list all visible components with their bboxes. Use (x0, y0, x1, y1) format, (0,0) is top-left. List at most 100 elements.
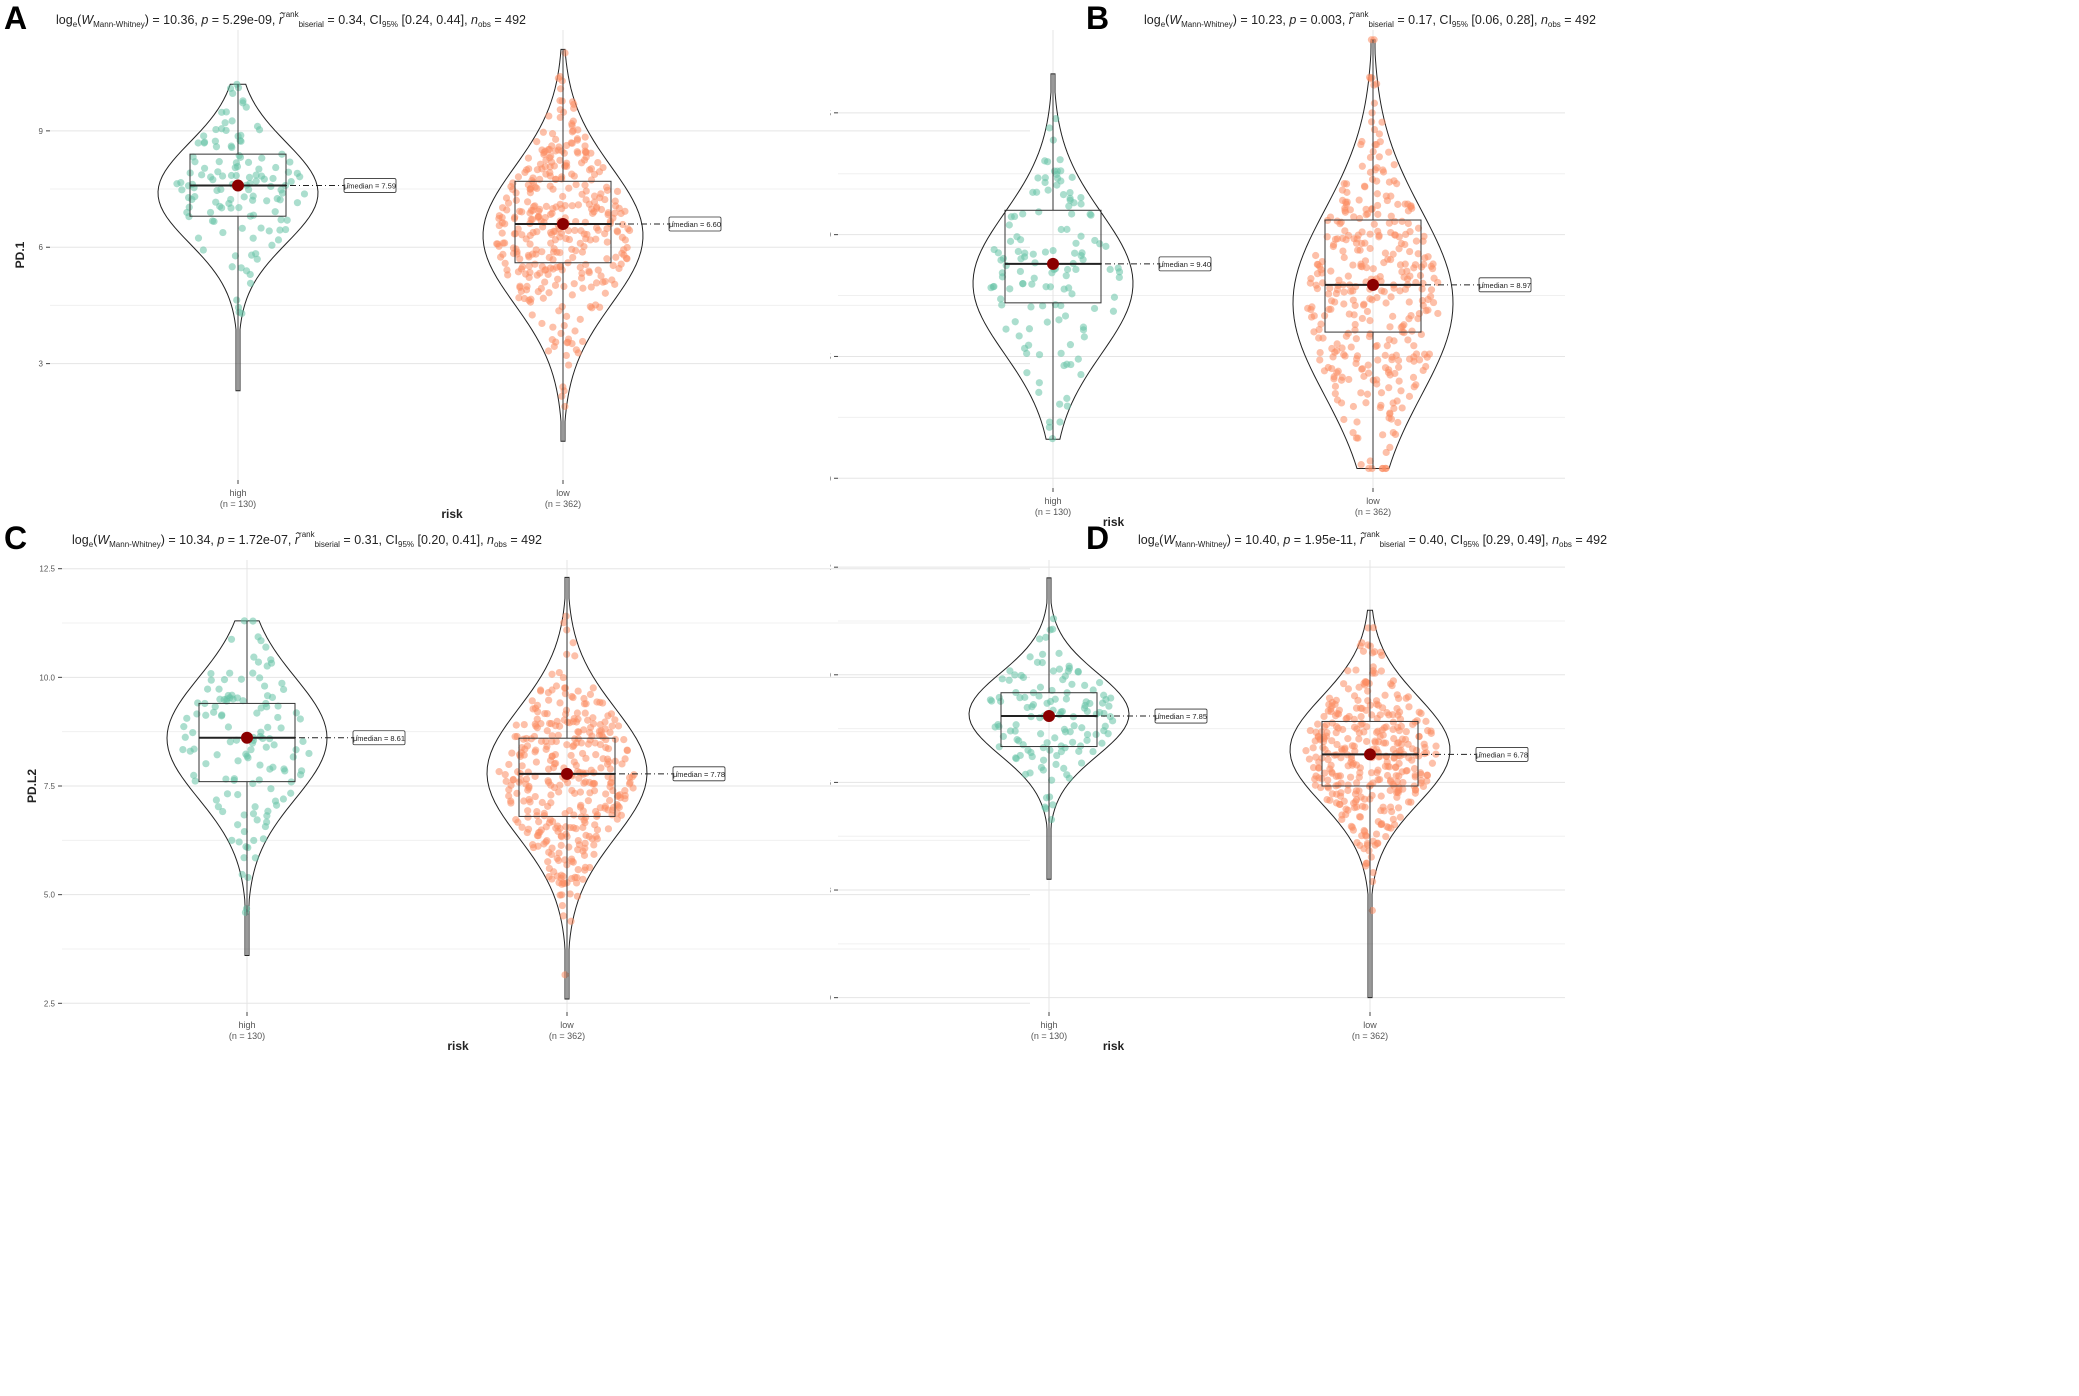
data-point (1061, 312, 1070, 320)
data-point (231, 164, 239, 172)
x-axis: high(n = 130) low(n = 362) (1031, 1012, 1388, 1041)
data-point (1358, 162, 1366, 170)
data-point (1377, 806, 1385, 815)
data-point (240, 193, 248, 201)
data-point (601, 289, 609, 297)
data-point (557, 841, 565, 849)
data-point (1344, 786, 1352, 795)
data-point (611, 716, 619, 724)
data-point (1010, 212, 1019, 221)
data-point (542, 156, 550, 164)
data-point (230, 776, 238, 784)
data-point (525, 273, 533, 282)
data-point (537, 686, 545, 694)
data-point (541, 709, 549, 718)
data-point (546, 172, 554, 180)
violin-chart: 5.07.510.012.5PD.L1high(n = 130)low(n = … (830, 30, 1565, 529)
data-point (1109, 307, 1118, 315)
data-point (524, 154, 533, 162)
data-point (1407, 311, 1415, 320)
data-point (549, 323, 557, 331)
data-point (593, 224, 601, 232)
data-point (191, 777, 199, 785)
data-point (542, 202, 550, 211)
data-point (569, 253, 577, 262)
data-point (1057, 301, 1065, 310)
data-point (1319, 334, 1327, 342)
data-point (586, 789, 594, 797)
data-point (495, 768, 503, 776)
data-point (579, 847, 587, 855)
data-point (554, 275, 562, 283)
x-tick-label: low (556, 488, 570, 498)
data-point (556, 85, 565, 93)
data-point (592, 279, 601, 287)
median-label-box (1158, 256, 1212, 272)
data-point (536, 175, 544, 183)
data-point (1075, 747, 1083, 755)
data-point (533, 166, 542, 174)
x-tick-n-label: (n = 130) (220, 499, 256, 509)
data-point (219, 807, 227, 816)
data-point (296, 715, 304, 723)
median-label: μ̂median = 6.60 (668, 216, 722, 232)
data-point (538, 798, 546, 807)
data-point (239, 697, 247, 705)
data-point (608, 806, 617, 814)
data-point (1062, 272, 1070, 280)
data-point (1375, 231, 1383, 239)
data-point (601, 277, 609, 286)
data-point (1358, 802, 1367, 810)
data-point (1063, 360, 1071, 368)
data-point (537, 217, 545, 225)
data-point (203, 685, 212, 693)
confidence-interval: [0.20, 0.41] (417, 533, 481, 547)
data-point (1021, 693, 1029, 701)
data-point (1083, 730, 1092, 739)
data-point (621, 236, 629, 244)
data-point (545, 289, 553, 297)
data-point (212, 796, 220, 804)
data-point (534, 842, 542, 850)
median-label-text: μ̂median = 6.60 (669, 220, 721, 229)
data-point (559, 912, 568, 920)
data-point (601, 725, 609, 733)
x-axis: high(n = 130) low(n = 362) (220, 480, 581, 509)
data-point (543, 837, 551, 845)
data-point (228, 143, 236, 152)
data-point (576, 788, 585, 796)
data-point (1045, 124, 1054, 132)
data-point (1402, 767, 1410, 775)
data-point (1363, 307, 1372, 316)
data-point (1026, 769, 1034, 777)
data-point (293, 169, 301, 177)
data-point (1386, 371, 1394, 379)
data-point (1406, 247, 1414, 256)
data-point (523, 742, 532, 750)
data-point (571, 327, 579, 335)
data-point (1384, 762, 1392, 770)
data-point (1390, 177, 1398, 185)
data-point (1052, 114, 1060, 123)
data-point (1307, 313, 1316, 321)
data-point (1062, 695, 1070, 703)
data-point (531, 748, 539, 756)
data-point (540, 812, 548, 820)
data-point (1373, 839, 1381, 848)
median-label-box (672, 766, 726, 782)
data-point (1081, 681, 1089, 689)
data-point (1361, 681, 1369, 689)
data-point (1312, 251, 1320, 260)
data-point (523, 282, 531, 290)
data-point (229, 89, 237, 97)
data-point (1422, 717, 1430, 725)
data-point (593, 203, 601, 211)
data-point (1389, 399, 1397, 407)
data-point (226, 669, 234, 677)
data-point (998, 301, 1006, 309)
data-point (556, 699, 564, 707)
data-point (1066, 196, 1074, 204)
data-point (528, 697, 536, 705)
data-point (273, 195, 281, 203)
data-point (1077, 232, 1085, 240)
